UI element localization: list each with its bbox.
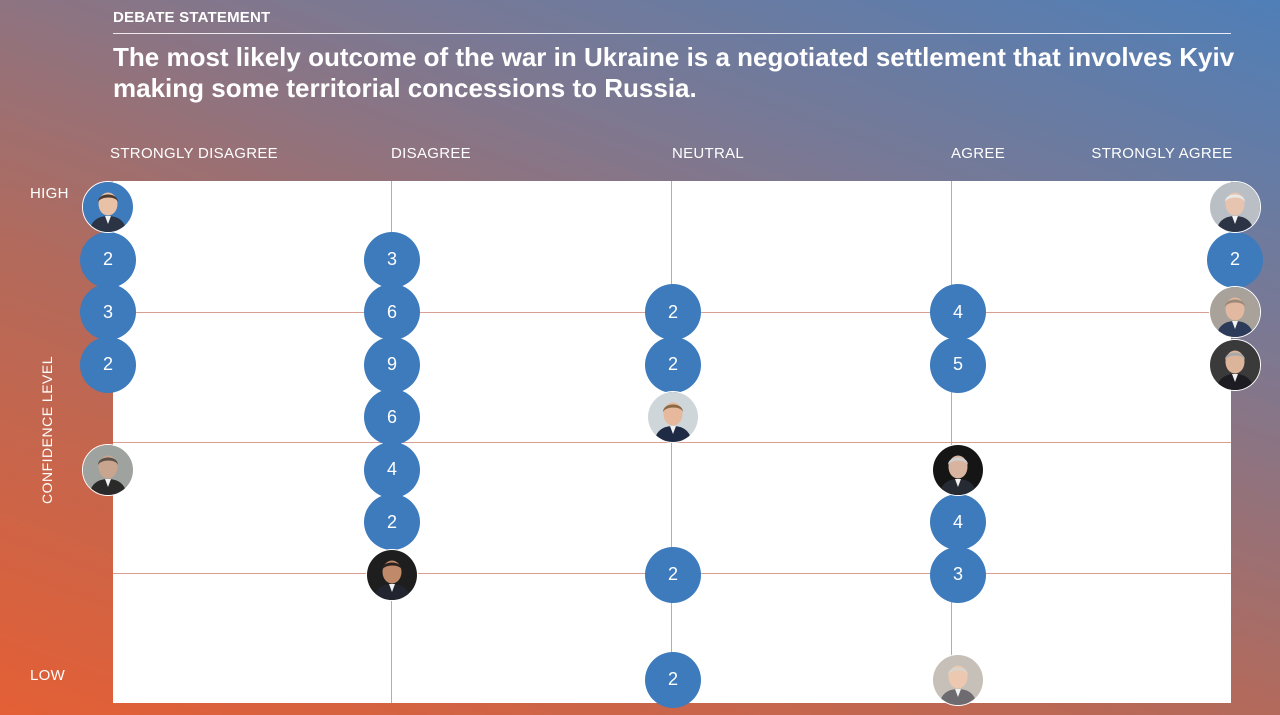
respondent-avatar[interactable] [932,653,984,706]
respondent-avatar[interactable] [1209,286,1261,338]
count-bubble[interactable]: 2 [1207,231,1263,288]
count-bubble[interactable]: 6 [364,284,420,340]
y-axis-title: CONFIDENCE LEVEL [39,355,55,505]
count-bubble[interactable]: 2 [80,231,136,288]
count-bubble[interactable]: 2 [645,284,701,340]
column-label-neutral: NEUTRAL [671,145,745,162]
column-label-strongly-disagree: STRONGLY DISAGREE [110,145,278,162]
y-label-high: HIGH [30,185,69,202]
count-bubble[interactable]: 3 [930,546,986,603]
count-bubble[interactable]: 2 [364,494,420,550]
count-bubble[interactable]: 3 [364,231,420,288]
count-bubble[interactable]: 4 [930,494,986,550]
debate-kicker: DEBATE STATEMENT [113,9,271,26]
count-bubble[interactable]: 9 [364,336,420,393]
count-bubble[interactable]: 5 [930,336,986,393]
respondent-avatar[interactable] [1209,338,1261,391]
count-bubble[interactable]: 6 [364,389,420,445]
y-label-low: LOW [30,667,66,684]
count-bubble[interactable]: 4 [930,284,986,340]
count-bubble[interactable]: 4 [364,441,420,498]
respondent-avatar[interactable] [1209,181,1261,233]
respondent-avatar[interactable] [366,548,418,601]
kicker-rule [113,33,1231,34]
count-bubble[interactable]: 2 [80,336,136,393]
count-bubble[interactable]: 2 [645,546,701,603]
debate-statement: The most likely outcome of the war in Uk… [113,42,1235,103]
respondent-avatar[interactable] [82,443,134,496]
respondent-avatar[interactable] [932,443,984,496]
column-label-agree: AGREE [950,145,1006,162]
respondent-avatar[interactable] [82,181,134,233]
count-bubble[interactable]: 2 [645,336,701,393]
respondent-avatar[interactable] [647,391,699,443]
count-bubble[interactable]: 3 [80,284,136,340]
column-label-disagree: DISAGREE [391,145,471,162]
count-bubble[interactable]: 2 [645,651,701,708]
column-label-strongly-agree: STRONGLY AGREE [1091,145,1233,162]
